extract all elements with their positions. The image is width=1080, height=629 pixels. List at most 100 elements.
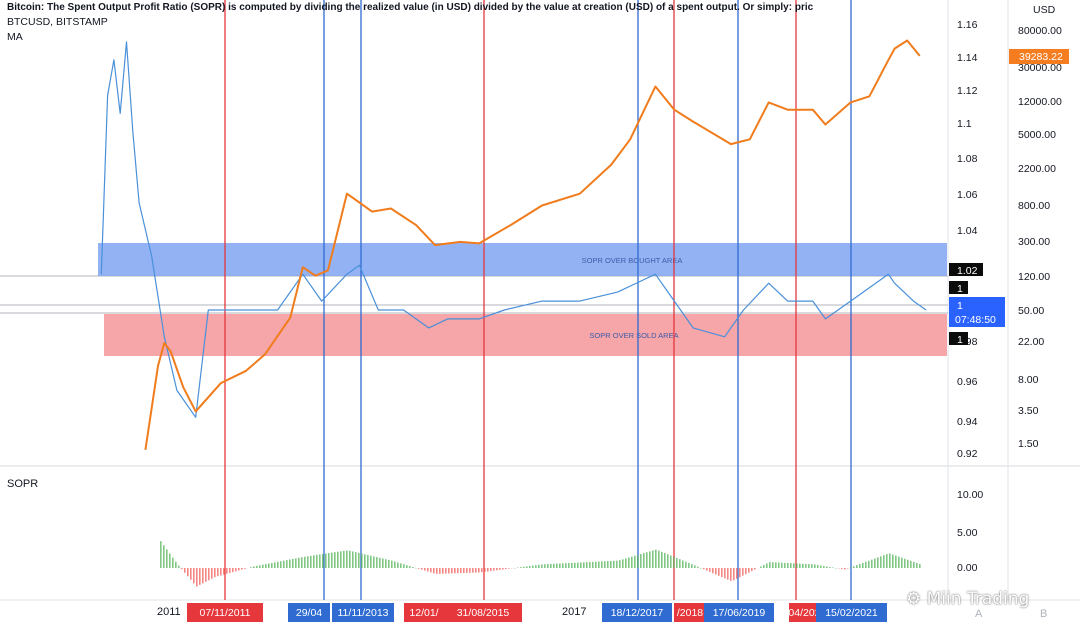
blue-date-marker: 18/12/2017	[611, 607, 664, 619]
sopr-histogram-bar	[262, 565, 264, 568]
sopr-histogram-bar	[736, 568, 738, 579]
sopr-histogram-bar	[544, 564, 546, 568]
sopr-histogram-bar	[508, 568, 510, 569]
pane-letter-b: B	[1040, 608, 1047, 620]
sopr-histogram-bar	[418, 568, 420, 569]
sopr-histogram-bar	[277, 562, 279, 568]
blue-date-marker: 17/06/2019	[713, 607, 766, 619]
sopr-histogram-bar	[445, 568, 447, 574]
sopr-histogram-bar	[682, 560, 684, 568]
sopr-histogram-bar	[907, 560, 909, 568]
sopr-histogram-bar	[415, 568, 417, 569]
sopr-histogram-bar	[169, 554, 171, 568]
sopr-histogram-bar	[514, 568, 516, 569]
sopr-histogram-bar	[331, 553, 333, 568]
sopr-histogram-bar	[478, 568, 480, 572]
sopr-histogram-bar	[742, 568, 744, 576]
sopr-histogram-bar	[622, 559, 624, 568]
sopr-histogram-bar	[238, 568, 240, 570]
sopr-axis-tick: 1.1	[957, 118, 972, 130]
sopr-histogram-bar	[916, 563, 918, 568]
sopr-histogram-bar	[769, 562, 771, 568]
sopr-histogram-bar	[724, 568, 726, 578]
sopr-histogram-bar	[226, 568, 228, 574]
sopr-histogram-bar	[160, 541, 162, 568]
blue-date-marker: 11/11/2013	[338, 607, 389, 619]
sopr-histogram-bar	[655, 550, 657, 568]
sopr-histogram-bar	[484, 568, 486, 572]
sopr-histogram-bar	[874, 558, 876, 568]
sopr-histogram-bar	[601, 561, 603, 568]
sopr-histogram-bar	[187, 568, 189, 576]
lower-pane-tick: 0.00	[957, 562, 978, 574]
sopr-histogram-bar	[673, 557, 675, 568]
sopr-histogram-bar	[496, 568, 498, 570]
sopr-histogram-bar	[895, 556, 897, 568]
sopr-histogram-bar	[799, 564, 801, 568]
sopr-histogram-bar	[424, 568, 426, 571]
price-axis-tick: 5000.00	[1018, 129, 1056, 141]
sopr-histogram-bar	[589, 562, 591, 568]
sopr-histogram-bar	[319, 554, 321, 568]
sopr-axis-tick: 0.92	[957, 448, 978, 460]
sopr-histogram-bar	[292, 559, 294, 568]
sopr-histogram-bar	[352, 551, 354, 568]
sopr-histogram-bar	[382, 559, 384, 568]
sopr-histogram-bar	[220, 568, 222, 575]
symbol-label[interactable]: BTCUSD, BITSTAMP	[7, 16, 108, 28]
sopr-histogram-bar	[625, 558, 627, 568]
sopr-histogram-bar	[274, 562, 276, 568]
sopr-histogram-bar	[685, 562, 687, 568]
sopr-histogram-bar	[610, 561, 612, 568]
sopr-histogram-bar	[730, 568, 732, 581]
sopr-histogram-bar	[436, 568, 438, 574]
sopr-axis-tick: 1.12	[957, 85, 978, 97]
sopr-histogram-bar	[619, 560, 621, 568]
sopr-histogram-bar	[676, 558, 678, 568]
sopr-histogram-bar	[694, 565, 696, 568]
sopr-histogram-bar	[721, 568, 723, 577]
sopr-histogram-bar	[820, 565, 822, 568]
sopr-histogram-bar	[367, 555, 369, 568]
sopr-histogram-bar	[364, 554, 366, 568]
sopr-histogram-bar	[901, 558, 903, 568]
sopr-histogram-bar	[883, 555, 885, 568]
price-axis-tick: 1.50	[1018, 438, 1039, 450]
sopr-histogram-bar	[643, 553, 645, 568]
sopr-histogram-bar	[229, 568, 231, 573]
red-date-marker: /04/202	[785, 607, 820, 619]
sopr-histogram-bar	[628, 558, 630, 568]
sopr-histogram-bar	[244, 568, 246, 569]
sopr-histogram-bar	[451, 568, 453, 573]
sopr-histogram-bar	[547, 564, 549, 568]
sopr-histogram-bar	[376, 557, 378, 568]
sopr-histogram-bar	[208, 568, 210, 580]
sopr-histogram-bar	[751, 568, 753, 571]
oversold-label: SOPR OVER SOLD AREA	[589, 331, 678, 340]
sopr-histogram-bar	[397, 562, 399, 568]
sopr-histogram-bar	[322, 554, 324, 568]
indicator-label[interactable]: MA	[7, 31, 23, 43]
sopr-axis-tick: 0.94	[957, 416, 978, 428]
blue-date-marker: 29/04	[296, 607, 322, 619]
sopr-histogram-bar	[880, 556, 882, 568]
sopr-histogram-bar	[286, 560, 288, 568]
price-axis-tick: 120.00	[1018, 271, 1050, 283]
sopr-histogram-bar	[538, 565, 540, 568]
lower-pane-tick: 10.00	[957, 489, 983, 501]
sopr-histogram-bar	[832, 567, 834, 568]
sopr-histogram-bar	[562, 563, 564, 568]
sopr-histogram-bar	[871, 560, 873, 568]
sopr-histogram-bar	[343, 551, 345, 568]
sopr-histogram-bar	[802, 564, 804, 568]
sopr-histogram-bar	[304, 557, 306, 568]
sopr-histogram-bar	[433, 568, 435, 573]
sopr-histogram-bar	[166, 549, 168, 568]
sopr-histogram-bar	[787, 563, 789, 568]
sopr-histogram-bar	[313, 555, 315, 568]
sopr-histogram-bar	[577, 563, 579, 568]
sopr-histogram-bar	[337, 552, 339, 568]
sopr-histogram-bar	[250, 567, 252, 568]
sopr-histogram-bar	[592, 562, 594, 568]
sopr-histogram-bar	[280, 561, 282, 568]
